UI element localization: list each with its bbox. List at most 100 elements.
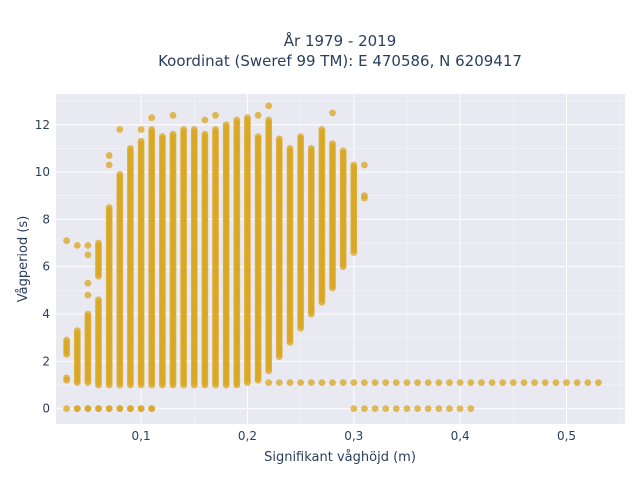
- data-point: [392, 405, 400, 412]
- x-axis-label: Signifikant våghöjd (m): [264, 450, 416, 465]
- data-point: [84, 405, 92, 412]
- data-point: [116, 171, 124, 178]
- y-tick-label: 12: [35, 118, 50, 132]
- data-point: [84, 242, 92, 249]
- data-point: [265, 379, 273, 386]
- data-point: [233, 116, 241, 124]
- data-point: [435, 379, 443, 386]
- data-point: [318, 126, 326, 133]
- data-point: [63, 237, 70, 245]
- data-point: [84, 310, 92, 318]
- data-point: [350, 405, 358, 412]
- data-point: [520, 379, 528, 386]
- data-point: [403, 379, 411, 386]
- data-point: [137, 405, 145, 412]
- data-point: [350, 379, 358, 386]
- data-point: [180, 126, 188, 133]
- y-tick-label: 8: [42, 212, 50, 226]
- data-point: [414, 405, 421, 412]
- data-point: [541, 379, 549, 386]
- data-point: [222, 121, 230, 129]
- data-point: [84, 279, 92, 287]
- data-point: [126, 145, 134, 152]
- data-point: [446, 379, 453, 386]
- chart-title-line2: Koordinat (Sweref 99 TM): E 470586, N 62…: [158, 52, 522, 70]
- data-point: [488, 379, 496, 386]
- data-point: [201, 130, 209, 138]
- data-point: [159, 133, 166, 141]
- x-tick-label: 0,1: [132, 429, 151, 443]
- data-point: [509, 379, 517, 386]
- y-tick-label: 6: [42, 260, 50, 274]
- data-point: [361, 192, 368, 200]
- data-point: [244, 114, 251, 122]
- data-point: [95, 405, 102, 412]
- data-point: [137, 126, 145, 133]
- data-point: [318, 379, 326, 386]
- data-point: [573, 379, 581, 386]
- y-tick-labels: 0 2 4 6 8 10 12: [35, 118, 50, 416]
- data-point: [403, 405, 411, 412]
- data-point: [552, 379, 560, 386]
- data-point: [361, 405, 368, 412]
- data-point: [201, 116, 209, 124]
- data-point: [382, 379, 390, 386]
- data-point: [563, 379, 570, 386]
- data-point: [424, 405, 432, 412]
- data-point: [275, 135, 283, 143]
- data-point: [137, 137, 145, 145]
- data-points: [63, 102, 602, 412]
- data-point: [456, 405, 464, 412]
- y-axis-label: Vågperiod (s): [16, 216, 31, 303]
- x-tick-labels: 0,1 0,2 0,3 0,4 0,5: [132, 429, 577, 443]
- data-point: [329, 379, 336, 386]
- data-point: [84, 291, 92, 299]
- x-tick-label: 0,2: [238, 429, 257, 443]
- x-tick-label: 0,5: [557, 429, 576, 443]
- data-point: [254, 133, 262, 141]
- data-point: [339, 379, 347, 386]
- y-tick-label: 0: [42, 402, 50, 416]
- data-point: [371, 405, 379, 412]
- data-point: [499, 379, 507, 386]
- data-point: [63, 336, 70, 344]
- x-tick-label: 0,4: [451, 429, 470, 443]
- data-point: [297, 133, 304, 141]
- data-point: [265, 102, 273, 110]
- data-point: [73, 242, 81, 249]
- data-point: [456, 379, 464, 386]
- data-point: [148, 405, 156, 412]
- data-point: [329, 140, 336, 148]
- data-point: [339, 147, 347, 155]
- data-point: [595, 379, 602, 386]
- data-point: [584, 379, 592, 386]
- data-point: [414, 379, 421, 386]
- data-point: [435, 405, 443, 412]
- data-point: [329, 109, 336, 117]
- data-point: [105, 152, 113, 159]
- data-point: [297, 379, 304, 386]
- data-point: [361, 161, 368, 169]
- data-point: [531, 379, 538, 386]
- data-point: [105, 204, 113, 211]
- data-point: [254, 111, 262, 119]
- data-point: [116, 126, 124, 133]
- data-point: [361, 379, 368, 386]
- data-point: [467, 379, 475, 386]
- data-point: [212, 111, 219, 119]
- data-point: [212, 126, 219, 133]
- data-point: [169, 111, 177, 119]
- data-point: [286, 145, 294, 152]
- data-point: [95, 296, 102, 304]
- y-tick-label: 10: [35, 165, 50, 179]
- data-point: [116, 405, 124, 412]
- data-point: [371, 379, 379, 386]
- data-point: [424, 379, 432, 386]
- data-point: [392, 379, 400, 386]
- chart-title-line1: År 1979 - 2019: [284, 31, 397, 50]
- x-tick-label: 0,3: [344, 429, 363, 443]
- data-point: [63, 405, 70, 412]
- data-point: [126, 405, 134, 412]
- data-point: [446, 405, 453, 412]
- data-point: [73, 327, 81, 334]
